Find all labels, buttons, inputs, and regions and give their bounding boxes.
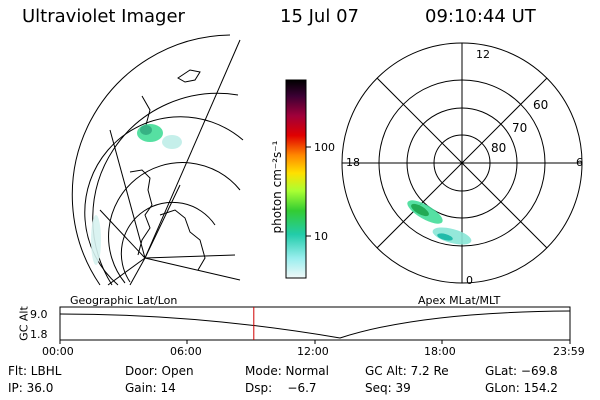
glat-info: GLat: −69.8 [485,364,558,378]
altitude-ylabel: GC Alt [17,306,31,341]
right-map-label: Apex MLat/MLT [418,294,501,307]
glon-info: GLon: 154.2 [485,381,558,395]
altitude-tick-low: 1.8 [30,328,48,341]
mode-info: Mode: Normal [245,364,329,378]
time-tick-1200: 12:00 [297,345,329,358]
mlat-label-60: 60 [533,98,549,112]
date-label: 15 Jul 07 [280,6,359,27]
seq-info: Seq: 39 [365,381,411,395]
mlat-label-80: 80 [491,141,507,155]
time-tick-2359: 23:59 [553,345,585,358]
mlt-label-0: 0 [466,274,473,287]
left-map-label: Geographic Lat/Lon [70,294,178,307]
mlt-label-6: 6 [576,156,583,169]
time-tick-0600: 06:00 [170,345,202,358]
app-title: Ultraviolet Imager [22,6,185,27]
time-tick-1800: 18:00 [424,345,456,358]
time-label: 09:10:44 UT [425,6,536,27]
mlt-label-18: 18 [346,156,360,169]
time-tick-0000: 00:00 [42,345,74,358]
dsp-info: Dsp: −6.7 [245,381,317,395]
colorbar-tick-100: 100 [314,141,335,154]
mlat-label-70: 70 [512,121,528,135]
altitude-tick-high: 9.0 [30,308,48,321]
filter-info: Flt: LBHL [8,364,62,378]
gc-alt-info: GC Alt: 7.2 Re [365,364,449,378]
ip-info: IP: 36.0 [8,381,54,395]
mlt-label-12: 12 [476,48,490,61]
door-info: Door: Open [125,364,194,378]
colorbar-tick-10: 10 [314,230,328,243]
gain-info: Gain: 14 [125,381,176,395]
